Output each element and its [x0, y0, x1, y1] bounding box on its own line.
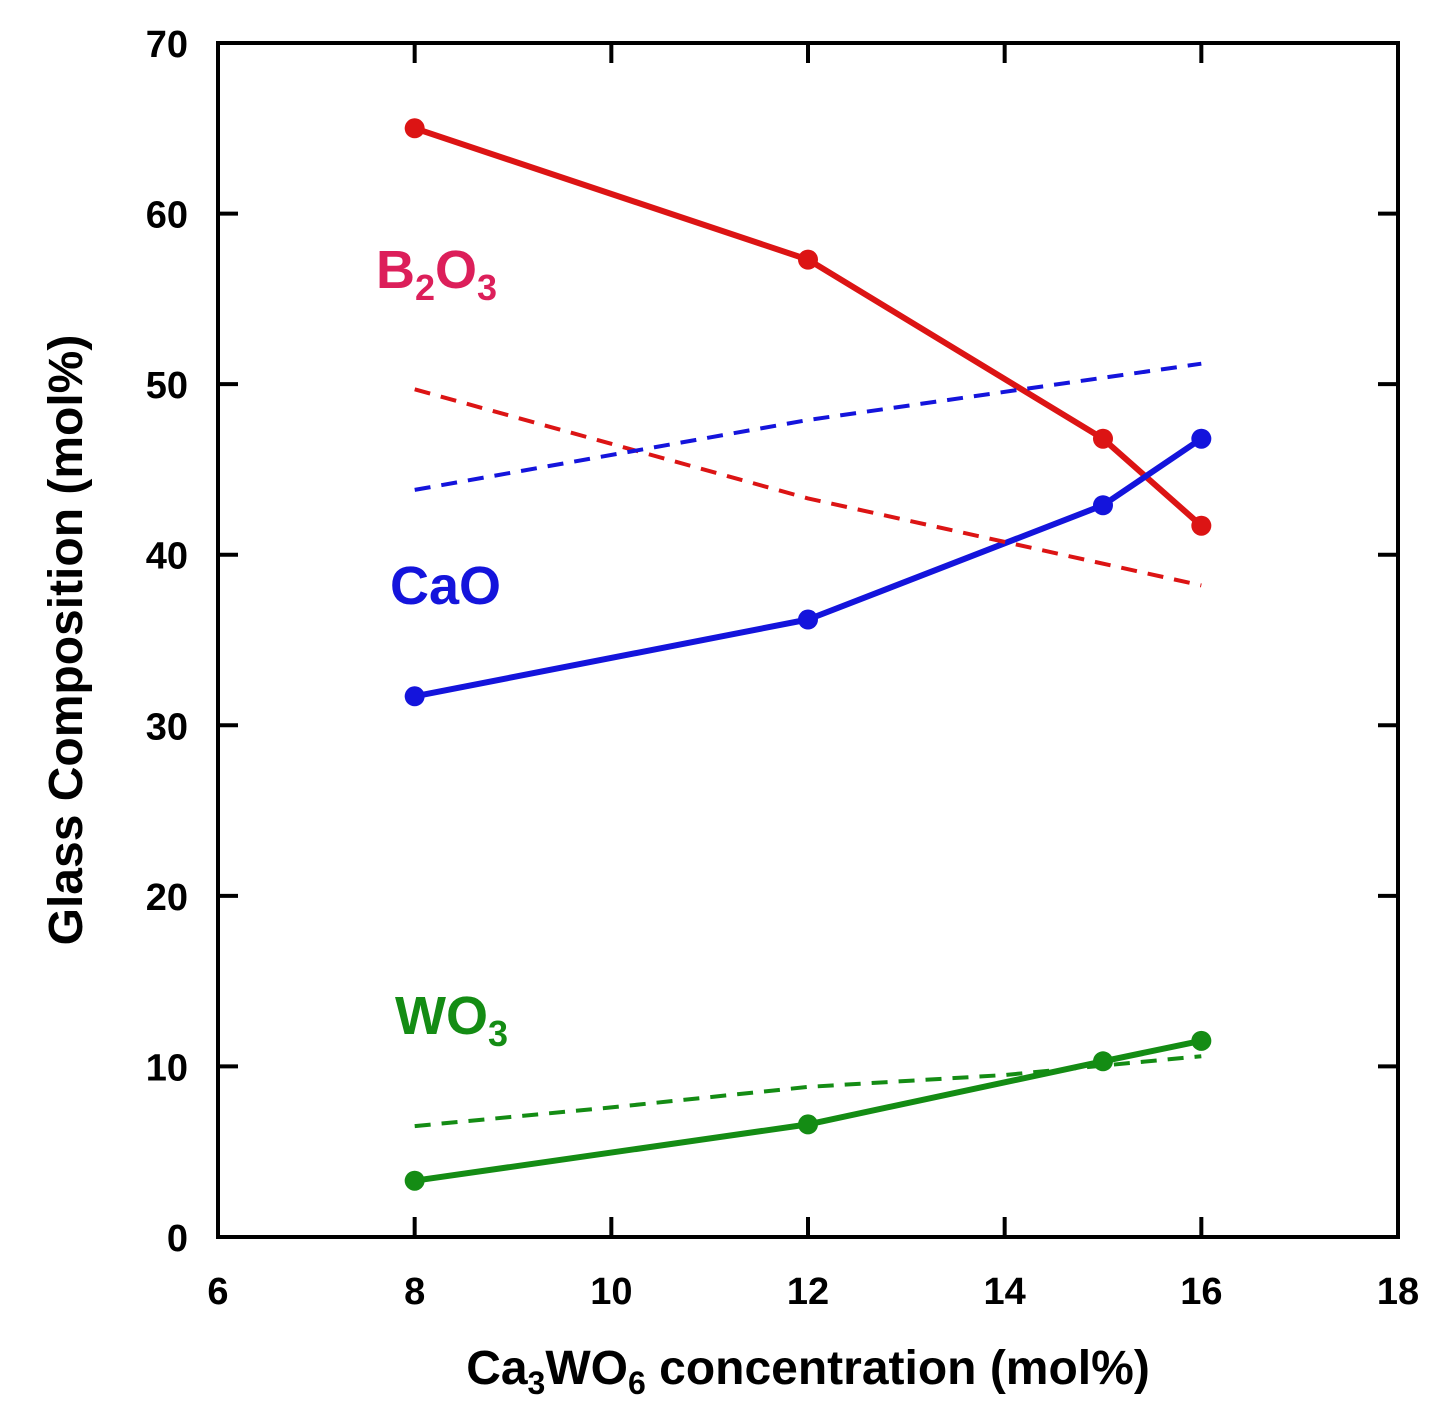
data-point-b2o3-8	[404, 118, 425, 139]
x-axis-title-mid: WO	[545, 1342, 628, 1395]
data-point-b2o3-15	[1093, 428, 1113, 449]
axes-layer	[216, 41, 1400, 1239]
x-axis-title-prefix: Ca	[466, 1342, 528, 1395]
series-label-wo3-base: WO	[395, 986, 488, 1046]
series-label-cao-base: CaO	[390, 556, 501, 616]
y-tick-label-60: 60	[146, 195, 188, 237]
x-tick-label-12: 12	[787, 1271, 829, 1313]
y-tick-label-40: 40	[146, 536, 188, 578]
series-label-b2o3-sub2: 3	[477, 267, 497, 308]
x-tick-label-14: 14	[984, 1271, 1026, 1313]
x-axis-title-suffix: concentration (mol%)	[646, 1342, 1150, 1395]
labels-layer: 6 8 10 12 14 16 18 0 10 20 30 40 50 60 70 Glass Composi…	[40, 24, 1419, 1401]
series-line-wo3	[414, 1037, 1202, 1184]
series-layer	[404, 118, 1212, 1191]
y-tick-label-0: 0	[167, 1218, 188, 1260]
x-axis-title: Ca3WO6 concentration (mol%)	[466, 1342, 1150, 1401]
y-tick-label-50: 50	[146, 365, 188, 407]
series-label-wo3-sub1: 3	[488, 1013, 508, 1054]
x-tick-label-8: 8	[404, 1271, 425, 1313]
y-tick-label-20: 20	[146, 877, 188, 919]
series-label-wo3: WO3	[395, 986, 508, 1054]
x-tick-label-6: 6	[207, 1271, 228, 1313]
y-axis-title: Glass Composition (mol%)	[40, 335, 93, 946]
x-tick-label-18: 18	[1377, 1271, 1419, 1313]
series-line-b2o3-dashed	[414, 387, 1202, 588]
data-point-cao-8	[404, 686, 425, 707]
data-point-b2o3-12	[798, 249, 818, 270]
x-axis-title-sub2: 6	[628, 1365, 646, 1401]
data-point-wo3-16	[1191, 1030, 1212, 1051]
x-axis-title-sub1: 3	[528, 1365, 546, 1401]
x-tick-label-16: 16	[1180, 1271, 1222, 1313]
data-point-b2o3-16	[1191, 515, 1212, 536]
x-tick-label-10: 10	[590, 1271, 632, 1313]
series-line-wo3-dashed	[414, 1054, 1202, 1129]
data-point-cao-15	[1093, 495, 1113, 516]
data-point-wo3-12	[798, 1114, 818, 1135]
plot-frame	[216, 41, 1400, 1239]
data-point-cao-16	[1191, 428, 1212, 449]
data-point-wo3-8	[404, 1170, 425, 1191]
y-tick-label-70: 70	[146, 24, 188, 66]
series-label-b2o3-sub1: 2	[415, 267, 435, 308]
y-tick-label-30: 30	[146, 706, 188, 748]
y-tick-label-10: 10	[146, 1047, 188, 1089]
data-point-wo3-15	[1093, 1051, 1113, 1072]
series-label-b2o3: B2O3	[376, 240, 497, 308]
series-label-b2o3-mid: O	[435, 240, 477, 300]
series-line-b2o3	[413, 125, 1204, 528]
series-label-b2o3-base: B	[376, 240, 415, 300]
data-point-cao-12	[798, 609, 818, 630]
series-label-cao: CaO	[390, 556, 501, 616]
series-line-cao	[414, 436, 1203, 700]
